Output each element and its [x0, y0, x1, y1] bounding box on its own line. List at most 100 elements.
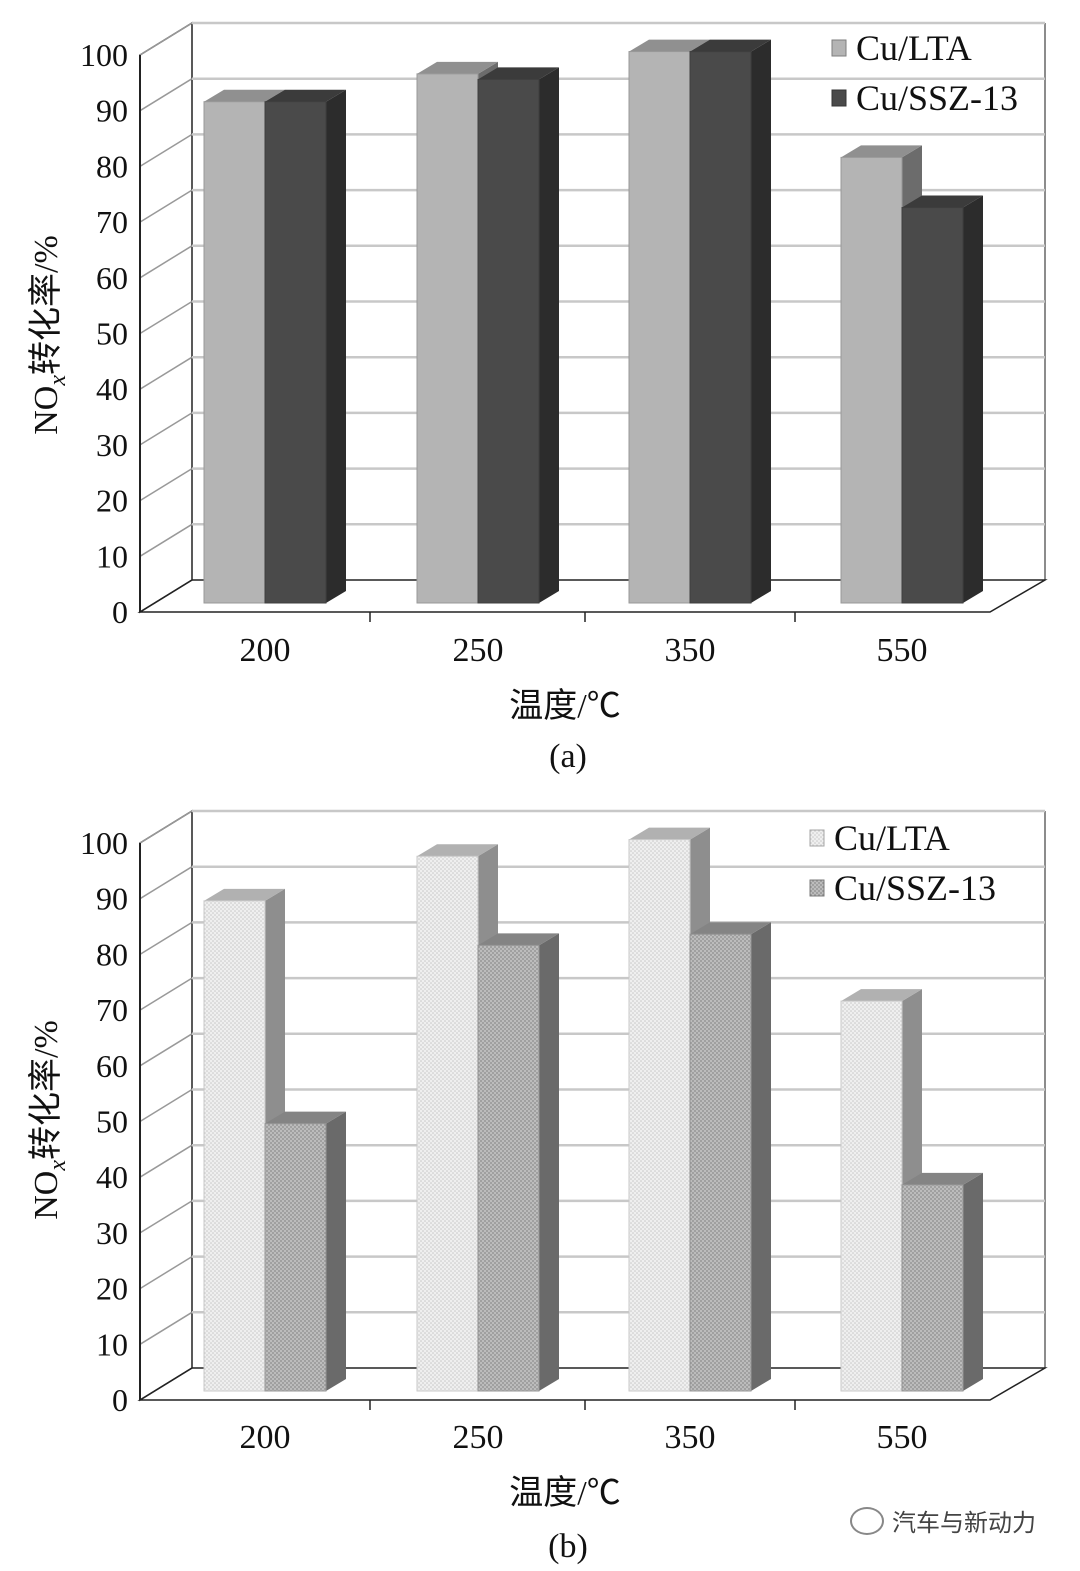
bar-front: [264, 1123, 327, 1392]
y-tick-label: 60: [96, 260, 128, 296]
bar-top: [478, 933, 559, 946]
y-tick-label: 70: [96, 992, 128, 1028]
gridline-side: [139, 412, 193, 446]
bar-top: [841, 989, 922, 1002]
y-axis-label: NOx转化率/%: [27, 235, 71, 435]
bar-top: [690, 922, 771, 935]
chart-caption: (b): [548, 1528, 588, 1565]
gridline-side: [139, 22, 193, 56]
bar-top: [478, 67, 559, 80]
x-tick-label: 250: [453, 1419, 504, 1456]
y-axis-label: NOx转化率/%: [27, 1020, 71, 1220]
bar-top: [417, 844, 498, 857]
bar-side: [963, 1172, 983, 1391]
bar-front: [689, 933, 752, 1392]
y-tick-label: 40: [96, 1159, 128, 1195]
gridline-side: [139, 1033, 193, 1067]
y-tick-label: 90: [96, 881, 128, 917]
y-tick-label: 30: [96, 427, 128, 463]
y-tick-label: 30: [96, 1215, 128, 1251]
x-tick-label: 350: [665, 632, 716, 669]
bar-front: [264, 101, 327, 604]
bar-top: [629, 39, 710, 52]
bar-side: [539, 933, 559, 1391]
floor: [137, 579, 1048, 613]
bar-front: [840, 1000, 903, 1392]
legend: Cu/LTA Cu/SSZ-13: [809, 818, 996, 908]
bar-front: [689, 51, 752, 604]
gridline-side: [139, 300, 193, 335]
y-tick-label: 60: [96, 1048, 128, 1084]
watermark-text: 汽车与新动力: [892, 1509, 1036, 1537]
y-tick-label: 70: [96, 204, 128, 240]
y-tick-label: 100: [80, 825, 128, 861]
chart-caption: (a): [549, 738, 587, 775]
bar-top: [204, 888, 285, 901]
x-tick-label: 550: [877, 632, 928, 669]
y-tick-label: 10: [96, 538, 128, 574]
bar-front: [840, 156, 903, 604]
bar-top: [841, 145, 922, 158]
y-tick-label: 100: [80, 37, 128, 73]
bar-front: [628, 51, 691, 604]
bar-front: [477, 78, 540, 604]
y-tick-label: 80: [96, 936, 128, 972]
gridline-side: [139, 133, 193, 168]
bar-top: [690, 39, 771, 52]
bar: [264, 1111, 346, 1392]
bar-side: [326, 89, 346, 603]
x-tick-label: 200: [240, 1419, 291, 1456]
x-tick-label: 350: [665, 1419, 716, 1456]
y-tick-label: 20: [96, 483, 128, 519]
bar: [264, 89, 346, 604]
chart-a: 0 10 20 30 40 50 60 70 80 90 100 200 250 350 550 温度/℃ (a…: [27, 21, 1048, 775]
bar-top: [204, 89, 285, 102]
bar-top: [417, 61, 498, 74]
x-tick-label: 250: [453, 632, 504, 669]
bar-front: [416, 855, 479, 1392]
gridline-side: [139, 1200, 193, 1234]
gridline-side: [139, 356, 193, 390]
bar-side: [751, 39, 771, 603]
y-tick-label: 0: [112, 594, 128, 630]
floor: [137, 1367, 1048, 1401]
bar-front: [203, 101, 266, 604]
y-tick-label: 0: [112, 1382, 128, 1418]
legend: Cu/LTA Cu/SSZ-13: [831, 28, 1018, 118]
bar-side: [326, 1111, 346, 1391]
y-tick-label: 10: [96, 1326, 128, 1362]
bar-top: [902, 195, 983, 208]
y-tick-label: 90: [96, 93, 128, 129]
bar-front: [901, 1184, 964, 1392]
legend-swatch: [831, 89, 847, 107]
wechat-icon: [850, 1506, 884, 1535]
gridline-side: [139, 810, 193, 844]
x-tick-label: 550: [877, 1419, 928, 1456]
bar: [901, 1172, 983, 1392]
legend-swatch: [831, 39, 847, 57]
gridline-side: [139, 866, 193, 900]
gridline-side: [139, 523, 193, 557]
bar-side: [963, 195, 983, 603]
gridline-side: [139, 245, 193, 279]
bar: [477, 67, 559, 604]
y-tick-label: 50: [96, 316, 128, 352]
bar-side: [539, 67, 559, 604]
bar-side: [751, 922, 771, 1391]
x-tick-label: 200: [240, 632, 291, 669]
gridline-side: [139, 78, 193, 112]
legend-label: Cu/SSZ-13: [856, 78, 1018, 118]
bar: [689, 39, 771, 604]
bar-front: [628, 839, 691, 1392]
gridline-side: [139, 1311, 193, 1345]
bar-top: [902, 1172, 983, 1185]
bar: [477, 933, 559, 1392]
gridline-side: [139, 467, 193, 502]
legend-swatch: [809, 879, 825, 897]
y-tick-label: 40: [96, 371, 128, 407]
bar-top: [629, 827, 710, 840]
bar-top: [265, 1111, 346, 1124]
bar: [901, 195, 983, 604]
bar-front: [203, 900, 266, 1392]
